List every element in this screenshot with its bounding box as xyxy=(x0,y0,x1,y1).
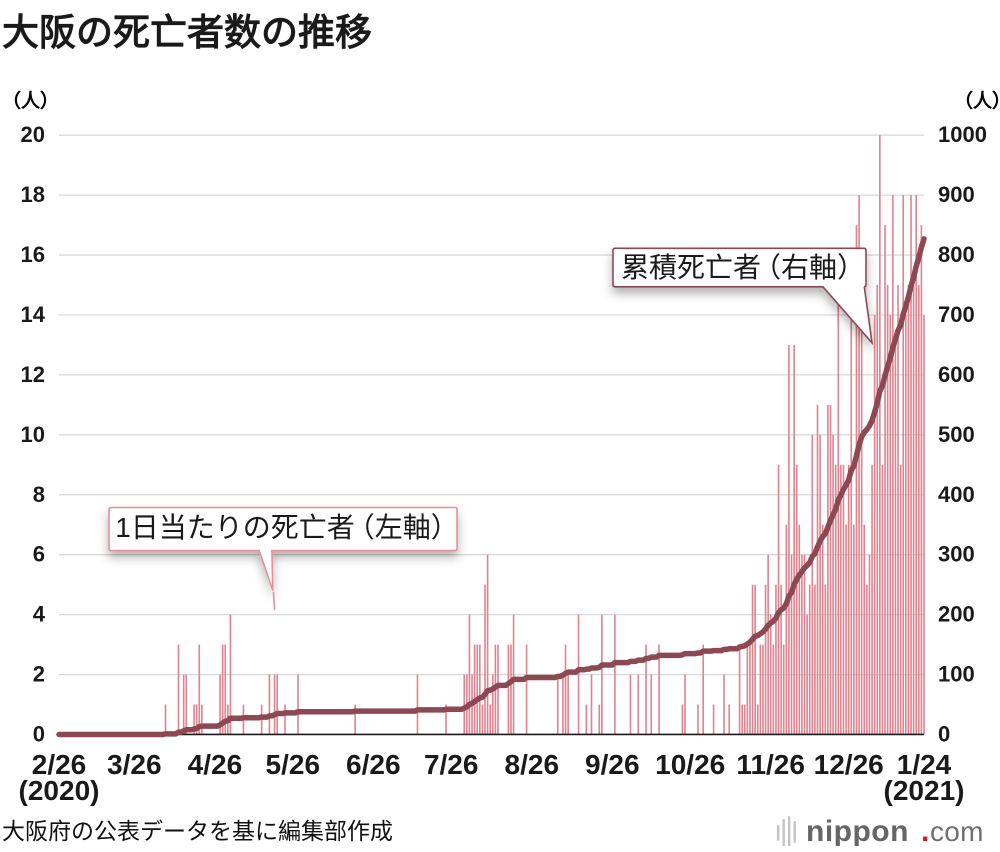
svg-text:.: . xyxy=(921,815,929,846)
svg-text:100: 100 xyxy=(938,662,975,687)
svg-text:900: 900 xyxy=(938,182,975,207)
svg-text:nippon: nippon xyxy=(806,815,909,846)
svg-text:500: 500 xyxy=(938,422,975,447)
svg-text:14: 14 xyxy=(21,302,46,327)
svg-text:20: 20 xyxy=(21,122,45,147)
svg-text:800: 800 xyxy=(938,242,975,267)
svg-text:1000: 1000 xyxy=(938,122,987,147)
svg-text:2: 2 xyxy=(33,662,45,687)
svg-text:12: 12 xyxy=(21,362,45,387)
svg-text:18: 18 xyxy=(21,182,45,207)
svg-text:10: 10 xyxy=(21,422,45,447)
svg-text:com: com xyxy=(930,816,984,846)
svg-text:300: 300 xyxy=(938,542,975,567)
svg-text:700: 700 xyxy=(938,302,975,327)
svg-text:16: 16 xyxy=(21,242,45,267)
svg-text:8: 8 xyxy=(33,482,45,507)
svg-text:0: 0 xyxy=(938,722,950,747)
svg-text:400: 400 xyxy=(938,482,975,507)
svg-text:0: 0 xyxy=(33,722,45,747)
svg-text:200: 200 xyxy=(938,602,975,627)
svg-text:6: 6 xyxy=(33,542,45,567)
svg-text:600: 600 xyxy=(938,362,975,387)
svg-text:4: 4 xyxy=(33,602,46,627)
